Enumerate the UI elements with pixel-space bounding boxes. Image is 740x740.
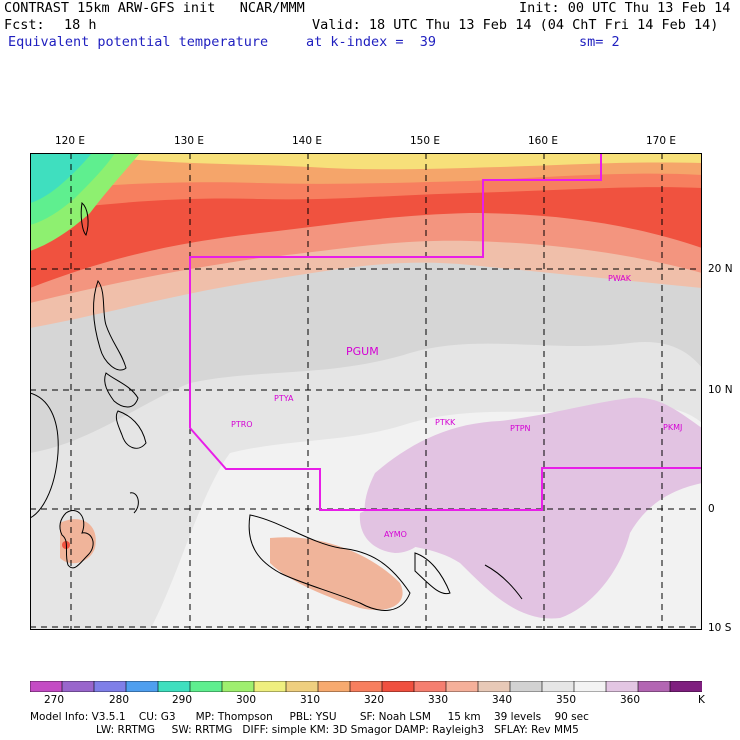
colorbar-swatch xyxy=(637,681,671,692)
colorbar-swatch xyxy=(93,681,127,692)
forecast-hour: 18 h xyxy=(64,17,97,33)
land-warm xyxy=(270,537,403,611)
colorbar-swatch xyxy=(669,681,702,692)
lat-label: 20 N xyxy=(708,263,733,275)
colorbar-swatch xyxy=(509,681,543,692)
level-info: at k-index = 39 xyxy=(306,34,437,50)
colorbar-swatch xyxy=(349,681,383,692)
colorbar-swatch xyxy=(189,681,223,692)
colorbar-swatch xyxy=(381,681,415,692)
colorbar-tick: 300 xyxy=(236,694,257,706)
coast-bismarck xyxy=(414,552,451,595)
station-label: PKMJ xyxy=(663,423,683,432)
colorbar-tick: 340 xyxy=(492,694,513,706)
colorbar-tick: 330 xyxy=(428,694,449,706)
station-label: AYMO xyxy=(384,530,407,539)
model-info-line1: Model Info: V3.5.1 CU: G3 MP: Thompson P… xyxy=(30,711,589,723)
colorbar-tick: 320 xyxy=(364,694,385,706)
init-time: Init: 00 UTC Thu 13 Feb 14 xyxy=(519,0,731,16)
band-365b xyxy=(359,507,426,553)
map-frame xyxy=(30,153,702,630)
model-info-line2: LW: RRTMG SW: RRTMG DIFF: simple KM: 3D … xyxy=(96,724,579,736)
colorbar-tick: 350 xyxy=(556,694,577,706)
valid-time: Valid: 18 UTC Thu 13 Feb 14 (04 ChT Fri … xyxy=(312,17,719,33)
lon-label: 120 E xyxy=(55,135,86,147)
colorbar-tick: 360 xyxy=(620,694,641,706)
colorbar-tick: 280 xyxy=(109,694,130,706)
coast-solomons xyxy=(484,564,523,600)
coast-taiwan xyxy=(80,202,89,236)
band-295 xyxy=(30,153,92,203)
coast-new-guinea xyxy=(248,514,411,611)
forecast-label: Fcst: xyxy=(4,17,45,33)
colorbar-tick: 290 xyxy=(172,694,193,706)
lon-label: 130 E xyxy=(174,135,205,147)
colorbar-swatch xyxy=(125,681,159,692)
colorbar-unit: K xyxy=(698,694,705,706)
station-label: PWAK xyxy=(608,274,632,283)
lon-label: 170 E xyxy=(646,135,677,147)
domain-boundary xyxy=(189,153,702,511)
lat-label: 10 N xyxy=(708,384,733,396)
smoothing-info: sm= 2 xyxy=(579,34,620,50)
colorbar-tick: 270 xyxy=(44,694,65,706)
colorbar-swatch xyxy=(253,681,287,692)
lon-label: 160 E xyxy=(528,135,559,147)
coast-visayas xyxy=(104,372,139,408)
land-warm2 xyxy=(60,519,96,564)
station-label: PTRO xyxy=(231,420,253,429)
colorbar-swatch xyxy=(605,681,639,692)
lat-label: 10 S xyxy=(708,622,732,634)
colorbar-swatch xyxy=(285,681,319,692)
lon-label: 140 E xyxy=(292,135,323,147)
colorbar-swatch xyxy=(413,681,447,692)
colorbar-swatch xyxy=(30,681,63,692)
lon-label: 150 E xyxy=(410,135,441,147)
colorbar-swatch xyxy=(477,681,511,692)
colorbar-swatch xyxy=(221,681,255,692)
coast-mindanao xyxy=(115,410,147,449)
model-title: CONTRAST 15km ARW-GFS init NCAR/MMM xyxy=(4,0,305,16)
coastlines xyxy=(30,202,523,611)
colorbar-swatch xyxy=(573,681,607,692)
band-365 xyxy=(364,397,702,619)
colorbar-swatch xyxy=(541,681,575,692)
station-label: PGUM xyxy=(346,345,379,358)
coast-luzon xyxy=(93,279,127,371)
colorbar xyxy=(30,681,702,692)
coast-halmahera xyxy=(129,492,139,514)
lat-label: 0 xyxy=(708,503,715,515)
station-label: PTYA xyxy=(274,394,294,403)
station-label: PTPN xyxy=(510,424,531,433)
colorbar-tick: 310 xyxy=(300,694,321,706)
colorbar-swatch xyxy=(445,681,479,692)
theta-e-map xyxy=(30,153,702,630)
colorbar-swatch xyxy=(317,681,351,692)
colorbar-swatch xyxy=(157,681,191,692)
coast-sulawesi xyxy=(59,510,94,569)
colorbar-swatch xyxy=(61,681,95,692)
coast-borneo xyxy=(30,392,59,519)
field-name: Equivalent potential temperature xyxy=(8,34,269,50)
station-label: PTKK xyxy=(435,418,456,427)
